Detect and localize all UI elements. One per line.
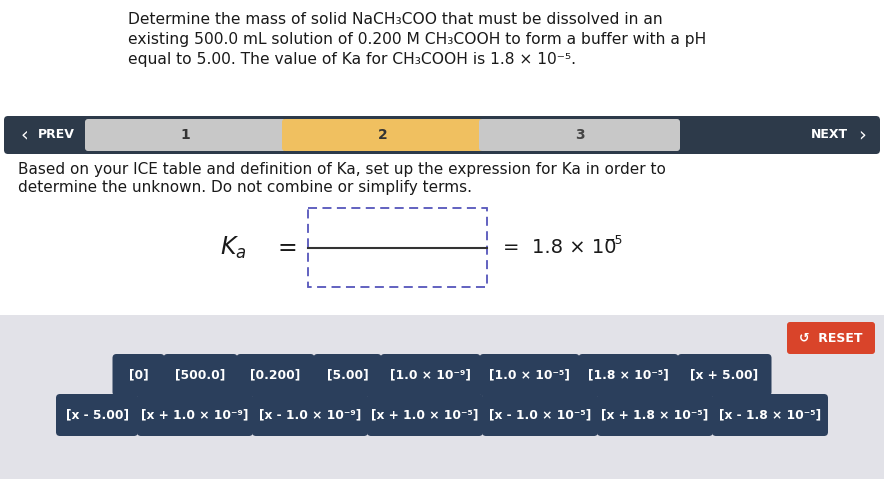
- Text: [x + 1.8 × 10⁻⁵]: [x + 1.8 × 10⁻⁵]: [601, 409, 709, 422]
- Text: [x + 1.0 × 10⁻⁹]: [x + 1.0 × 10⁻⁹]: [141, 409, 248, 422]
- Text: NEXT: NEXT: [811, 128, 848, 141]
- Text: equal to 5.00. The value of Ka for CH₃COOH is 1.8 × 10⁻⁵.: equal to 5.00. The value of Ka for CH₃CO…: [128, 52, 576, 67]
- Text: Based on your ICE table and definition of Ka, set up the expression for Ka in or: Based on your ICE table and definition o…: [18, 162, 666, 177]
- Text: [0.200]: [0.200]: [250, 368, 301, 381]
- Text: 2: 2: [377, 128, 387, 142]
- Text: [x - 1.0 × 10⁻⁵]: [x - 1.0 × 10⁻⁵]: [489, 409, 591, 422]
- Text: ‹: ‹: [20, 125, 27, 145]
- Text: =: =: [278, 236, 298, 260]
- Text: existing 500.0 mL solution of 0.200 M CH₃COOH to form a buffer with a pH: existing 500.0 mL solution of 0.200 M CH…: [128, 32, 706, 47]
- FancyBboxPatch shape: [367, 394, 483, 436]
- Text: PREV: PREV: [38, 128, 75, 141]
- FancyBboxPatch shape: [252, 394, 368, 436]
- Text: [500.0]: [500.0]: [175, 368, 225, 381]
- FancyBboxPatch shape: [164, 354, 238, 396]
- Text: [x - 1.8 × 10⁻⁵]: [x - 1.8 × 10⁻⁵]: [719, 409, 821, 422]
- Text: [5.00]: [5.00]: [327, 368, 369, 381]
- Text: $\mathit{K}_a$: $\mathit{K}_a$: [220, 234, 247, 261]
- Bar: [0, 315, 884, 479]
- Text: determine the unknown. Do not combine or simplify terms.: determine the unknown. Do not combine or…: [18, 180, 472, 195]
- FancyBboxPatch shape: [112, 354, 164, 396]
- FancyBboxPatch shape: [712, 394, 828, 436]
- Text: 3: 3: [575, 128, 584, 142]
- FancyBboxPatch shape: [56, 394, 138, 436]
- FancyBboxPatch shape: [787, 322, 875, 354]
- FancyBboxPatch shape: [237, 354, 315, 396]
- Text: ↺  RESET: ↺ RESET: [799, 331, 863, 344]
- Text: −5: −5: [605, 234, 623, 247]
- FancyBboxPatch shape: [85, 119, 286, 151]
- FancyBboxPatch shape: [137, 394, 253, 436]
- Text: [x + 1.0 × 10⁻⁵]: [x + 1.0 × 10⁻⁵]: [371, 409, 479, 422]
- Text: =  1.8 × 10: = 1.8 × 10: [503, 238, 616, 257]
- Text: Determine the mass of solid NaCH₃COO that must be dissolved in an: Determine the mass of solid NaCH₃COO tha…: [128, 12, 663, 27]
- Text: [1.8 × 10⁻⁵]: [1.8 × 10⁻⁵]: [588, 368, 669, 381]
- FancyBboxPatch shape: [380, 354, 481, 396]
- Text: 1: 1: [180, 128, 190, 142]
- Text: [0]: [0]: [129, 368, 149, 381]
- FancyBboxPatch shape: [308, 208, 487, 287]
- FancyBboxPatch shape: [4, 116, 880, 154]
- FancyBboxPatch shape: [314, 354, 382, 396]
- Text: [x - 5.00]: [x - 5.00]: [65, 409, 128, 422]
- FancyBboxPatch shape: [282, 119, 483, 151]
- FancyBboxPatch shape: [677, 354, 772, 396]
- Text: [x + 5.00]: [x + 5.00]: [690, 368, 758, 381]
- Text: [1.0 × 10⁻⁹]: [1.0 × 10⁻⁹]: [390, 368, 471, 381]
- Text: ›: ›: [858, 125, 865, 145]
- FancyBboxPatch shape: [597, 394, 713, 436]
- FancyBboxPatch shape: [479, 119, 680, 151]
- FancyBboxPatch shape: [482, 394, 598, 436]
- FancyBboxPatch shape: [578, 354, 679, 396]
- Text: [x - 1.0 × 10⁻⁹]: [x - 1.0 × 10⁻⁹]: [259, 409, 362, 422]
- Text: [1.0 × 10⁻⁵]: [1.0 × 10⁻⁵]: [489, 368, 570, 381]
- FancyBboxPatch shape: [479, 354, 580, 396]
